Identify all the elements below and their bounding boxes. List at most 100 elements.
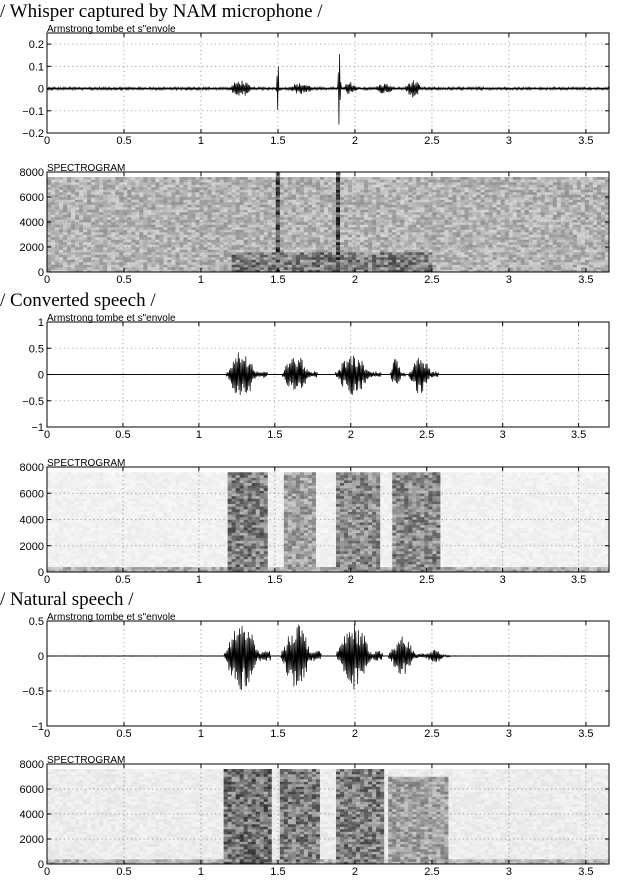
spectrogram-cell	[287, 267, 293, 270]
spectrogram-cell	[556, 197, 562, 200]
spectrogram-cell	[227, 242, 232, 245]
spectrogram-cell	[368, 267, 373, 270]
spectrogram-cell	[444, 207, 449, 210]
spectrogram-cell	[416, 237, 421, 240]
spectrogram-cell	[255, 209, 261, 213]
spectrogram-cell	[492, 247, 497, 250]
spectrogram-cell	[388, 199, 393, 203]
spectrogram-cell	[512, 202, 517, 205]
spectrogram-cell	[352, 239, 357, 243]
spectrogram-cell	[299, 184, 305, 188]
spectrogram-cell	[319, 214, 325, 218]
spectrogram-cell	[315, 189, 321, 193]
spectrogram-cell	[215, 217, 220, 220]
spectrogram-cell	[548, 222, 554, 225]
spectrogram-cell	[231, 252, 236, 255]
spectrogram-cell	[416, 209, 421, 213]
spectrogram-cell	[83, 209, 88, 213]
spectrogram-cell	[428, 232, 433, 235]
spectrogram-cell	[279, 187, 285, 190]
spectrogram-cell	[311, 254, 317, 258]
spectrogram-cell	[143, 257, 148, 260]
spectrogram-cell	[516, 184, 521, 188]
spectrogram-cell	[508, 219, 513, 223]
spectrogram-cell	[211, 197, 216, 200]
spectrogram-cell	[107, 269, 112, 273]
spectrogram-cell	[183, 214, 188, 218]
spectrogram-cell	[107, 259, 112, 263]
spectrogram-cell	[139, 237, 144, 240]
spectrogram-cell	[159, 192, 164, 195]
spectrogram-cell	[99, 189, 104, 193]
spectrogram-cell	[560, 182, 566, 185]
spectrogram-cell	[179, 192, 184, 195]
spectrogram-cell	[424, 197, 429, 200]
spectrogram-cell	[59, 262, 64, 265]
spectrogram-cell	[207, 207, 212, 210]
spectrogram-cell	[488, 212, 493, 215]
spectrogram-cell	[239, 259, 244, 263]
spectrogram-cell	[448, 209, 453, 213]
spectrogram-cell	[199, 219, 204, 223]
spectrogram-cell	[448, 262, 453, 265]
spectrogram-cell	[159, 242, 164, 245]
spectrogram-cell	[332, 217, 337, 220]
spectrogram-cell	[536, 199, 542, 203]
spectrogram-cell	[99, 257, 104, 260]
spectrogram-cell	[95, 267, 100, 270]
spectrogram-cell	[360, 177, 365, 180]
spectrogram-cell	[227, 204, 232, 208]
spectrogram-cell	[207, 239, 212, 243]
spectrogram-cell	[344, 202, 349, 205]
spectrogram-cell	[408, 239, 413, 243]
spectrogram-cell	[315, 252, 321, 255]
spectrogram-cell	[87, 239, 92, 243]
spectrogram-cell	[99, 192, 104, 195]
spectrogram-cell	[388, 184, 393, 188]
spectrogram-cell	[295, 197, 301, 200]
spectrogram-cell	[215, 259, 220, 263]
spectrogram-cell	[291, 237, 297, 240]
spectrogram-cell	[400, 264, 405, 268]
spectrogram-cell	[83, 242, 88, 245]
spectrogram-cell	[103, 252, 108, 255]
x-tick-label: 2.5	[424, 135, 439, 147]
spectrogram-cell	[380, 234, 385, 238]
spectrogram-cell	[303, 267, 309, 270]
spectrogram-cell	[127, 212, 132, 215]
spectrogram-cell	[452, 194, 457, 198]
spectrogram-cell	[368, 242, 373, 245]
spectrogram-cell	[420, 239, 425, 243]
spectrogram-cell	[496, 197, 501, 200]
spectrogram-cell	[107, 222, 112, 225]
spectrogram-cell	[179, 182, 184, 185]
spectrogram-cell	[63, 192, 68, 195]
spectrogram-cell	[99, 219, 104, 223]
spectrogram-cell	[460, 244, 465, 248]
spectrogram-cell	[504, 252, 509, 255]
spectrogram-cell	[179, 239, 184, 243]
spectrogram-cell	[127, 219, 132, 223]
spectrogram-cell	[472, 192, 477, 195]
spectrogram-cell	[500, 217, 505, 220]
spectrogram-cell	[524, 227, 530, 230]
spectrogram-cell	[203, 194, 208, 198]
spectrogram-cell	[336, 192, 341, 195]
spectrogram-cell	[175, 204, 180, 208]
spectrogram-cell	[472, 254, 477, 258]
spectrogram-cell	[420, 177, 425, 180]
spectrogram-cell	[376, 239, 381, 243]
spectrogram-cell	[115, 239, 120, 243]
spectrogram-cell	[207, 234, 212, 238]
spectrogram-cell	[255, 219, 261, 223]
spectrogram-cell	[139, 249, 144, 253]
spectrogram-cell	[239, 194, 244, 198]
spectrogram-cell	[199, 244, 204, 248]
spectrogram-cell	[75, 207, 80, 210]
spectrogram-cell	[540, 187, 546, 190]
spectrogram-cell	[340, 269, 345, 273]
spectrogram-cell	[223, 234, 228, 238]
spectrogram-cell	[319, 192, 325, 195]
spectrogram-cell	[291, 177, 297, 180]
spectrogram-cell	[99, 254, 104, 258]
